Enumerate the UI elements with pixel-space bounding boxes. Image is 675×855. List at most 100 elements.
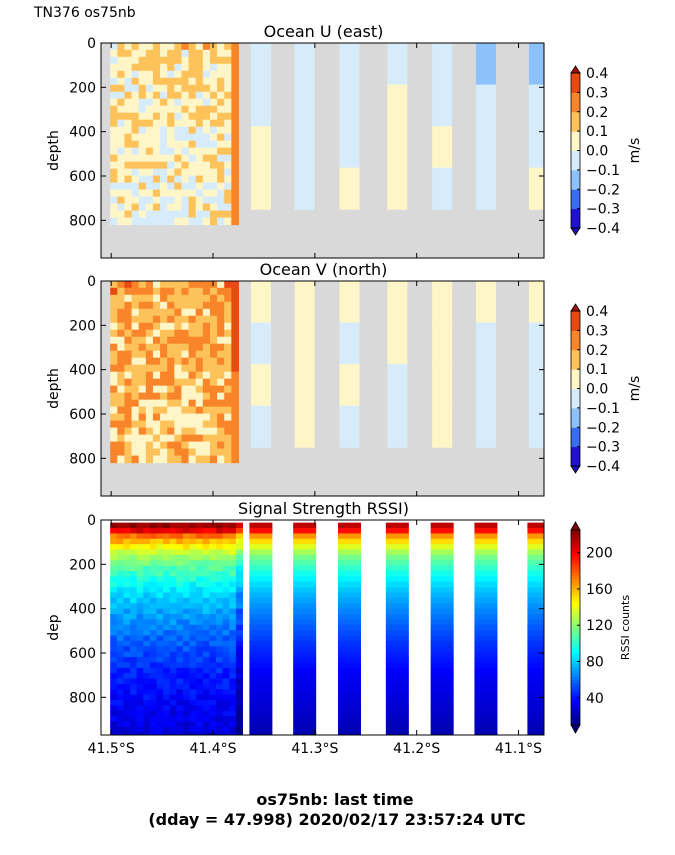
data-strip-segment [385, 538, 409, 545]
colorbar-tick-label: −0.3 [586, 440, 620, 456]
data-cell [188, 147, 197, 156]
data-cell [181, 329, 190, 338]
data-cell [188, 77, 197, 86]
data-cell [222, 640, 230, 647]
data-cell [143, 732, 151, 735]
data-cell [216, 646, 224, 653]
colorbar-segment [571, 621, 580, 625]
data-cell [131, 140, 140, 149]
data-cell [131, 154, 140, 163]
data-cell [196, 587, 204, 594]
data-cell [174, 105, 182, 114]
data-cell [188, 140, 197, 149]
data-cell [110, 581, 118, 588]
data-cell [163, 667, 171, 674]
data-cell [110, 126, 118, 135]
data-cell [156, 571, 164, 578]
data-cell [174, 336, 182, 345]
data-cell [209, 63, 218, 72]
colorbar-segment [571, 549, 580, 554]
data-cell [110, 640, 118, 647]
y-axis-label: depth [46, 130, 62, 171]
data-cell [224, 287, 232, 296]
data-cell [229, 635, 237, 642]
data-cell [229, 565, 237, 572]
data-cell [182, 533, 191, 540]
data-cell [181, 420, 190, 429]
data-cell [124, 420, 133, 429]
data-strip-segment [430, 716, 454, 723]
data-cell [149, 678, 157, 685]
data-cell [231, 126, 239, 135]
data-strip-segment [528, 43, 544, 86]
data-cell [188, 210, 197, 219]
data-cell [160, 371, 168, 380]
data-cell [224, 364, 232, 373]
data-cell [188, 392, 197, 401]
data-strip-segment [430, 705, 454, 712]
data-strip-segment [527, 716, 544, 723]
data-cell [176, 705, 184, 712]
data-cell [235, 538, 243, 545]
data-cell [202, 549, 210, 556]
data-cell [202, 597, 210, 604]
data-cell [136, 651, 144, 658]
data-strip-segment [430, 683, 454, 690]
data-cell [167, 378, 175, 387]
data-cell [188, 343, 197, 352]
data-cell [130, 597, 138, 604]
data-cell [160, 161, 168, 170]
data-cell [167, 147, 175, 156]
data-cell [131, 441, 140, 450]
data-cell [209, 716, 217, 723]
data-cell [209, 399, 218, 408]
data-cell [188, 281, 197, 289]
data-cell [209, 673, 217, 680]
data-cell [174, 441, 182, 450]
data-cell [231, 385, 239, 394]
data-cell [229, 678, 237, 685]
data-cell [182, 549, 191, 556]
data-cell [169, 576, 177, 583]
data-strip-segment [527, 657, 544, 664]
data-cell [167, 281, 175, 289]
data-strip-segment [474, 576, 498, 583]
data-cell [188, 49, 197, 58]
data-cell [152, 84, 161, 93]
data-strip-segment [339, 126, 360, 169]
data-cell [229, 597, 237, 604]
data-cell [136, 522, 144, 529]
data-cell [217, 329, 225, 338]
data-cell [167, 210, 175, 219]
data-cell [209, 336, 218, 345]
data-cell [229, 528, 237, 535]
data-cell [231, 210, 239, 219]
colorbar-tick-label: −0.1 [586, 163, 620, 179]
data-cell [231, 281, 239, 289]
data-cell [181, 105, 190, 114]
data-cell [182, 528, 191, 535]
data-cell [131, 315, 140, 324]
data-cell [152, 217, 161, 226]
data-cell [217, 154, 225, 163]
data-cell [124, 147, 133, 156]
data-cell [138, 70, 147, 79]
data-strip-segment [294, 167, 315, 210]
data-strip-segment [430, 619, 454, 626]
data-cell [189, 700, 197, 707]
data-cell [110, 705, 118, 712]
data-cell [110, 441, 118, 450]
data-cell [124, 91, 133, 100]
data-cell [117, 364, 125, 373]
data-cell [152, 175, 161, 184]
data-cell [182, 657, 191, 664]
data-cell [123, 630, 131, 637]
data-cell [182, 700, 191, 707]
data-strip-segment [337, 640, 361, 647]
data-cell [149, 721, 157, 728]
data-cell [145, 448, 154, 457]
data-cell [176, 640, 184, 647]
data-strip-segment [527, 549, 544, 556]
data-cell [222, 651, 230, 658]
data-strip-segment [337, 565, 361, 572]
